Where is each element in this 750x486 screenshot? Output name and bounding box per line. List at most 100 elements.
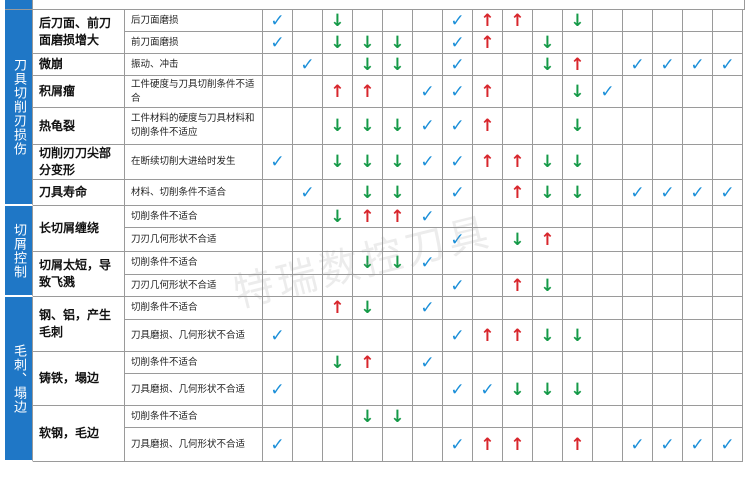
symbol-cell xyxy=(293,228,323,252)
symbol-cell xyxy=(563,228,593,252)
symbol-cell: ✓ xyxy=(683,180,713,206)
detail-cell: 工件硬度与刀具切削条件不适合 xyxy=(125,76,263,108)
symbol-cell: ↓ xyxy=(353,252,383,275)
detail-cell: 刀具磨损、几何形状不合适 xyxy=(125,374,263,406)
symbol-cell xyxy=(413,428,443,462)
symbol-cell xyxy=(593,54,623,76)
detail-cell: 刀具磨损、几何形状不合适 xyxy=(125,428,263,462)
symbol-cell: ↑ xyxy=(503,275,533,297)
symbol-cell xyxy=(263,76,293,108)
symbol-cell xyxy=(263,228,293,252)
symbol-cell xyxy=(563,32,593,54)
symbol-cell: ↓ xyxy=(323,206,353,228)
symbol-cell xyxy=(353,428,383,462)
cause-cell: 积屑瘤 xyxy=(33,76,125,108)
symbol-cell: ↑ xyxy=(473,145,503,180)
symbol-cell xyxy=(683,374,713,406)
symbol-cell: ✓ xyxy=(443,145,473,180)
symbol-cell: ✓ xyxy=(653,428,683,462)
symbol-cell xyxy=(713,374,743,406)
symbol-cell xyxy=(503,54,533,76)
symbol-cell xyxy=(713,252,743,275)
symbol-cell: ↑ xyxy=(503,10,533,32)
symbol-cell: ↑ xyxy=(323,297,353,320)
symbol-cell xyxy=(263,54,293,76)
symbol-cell xyxy=(623,352,653,374)
symbol-cell xyxy=(473,206,503,228)
symbol-cell: ↓ xyxy=(353,54,383,76)
symbol-cell xyxy=(263,180,293,206)
detail-cell: 切削条件不适合 xyxy=(125,297,263,320)
symbol-cell xyxy=(383,374,413,406)
symbol-cell: ✓ xyxy=(293,54,323,76)
symbol-cell xyxy=(623,374,653,406)
symbol-cell xyxy=(503,76,533,108)
symbol-cell xyxy=(293,406,323,428)
detail-cell: 刀具磨损、几何形状不合适 xyxy=(125,320,263,352)
symbol-cell xyxy=(623,108,653,145)
symbol-cell xyxy=(623,252,653,275)
symbol-cell xyxy=(293,145,323,180)
symbol-cell: ✓ xyxy=(263,145,293,180)
symbol-cell: ✓ xyxy=(413,108,443,145)
symbol-cell xyxy=(383,10,413,32)
symbol-cell: ↓ xyxy=(383,145,413,180)
symbol-cell: ↓ xyxy=(383,54,413,76)
symbol-cell xyxy=(623,297,653,320)
symbol-cell xyxy=(353,320,383,352)
symbol-cell xyxy=(413,320,443,352)
symbol-cell xyxy=(683,206,713,228)
symbol-cell: ↓ xyxy=(323,32,353,54)
symbol-cell xyxy=(443,406,473,428)
cause-cell: 微崩 xyxy=(33,54,125,76)
symbol-cell: ✓ xyxy=(443,32,473,54)
group-cell: 切屑控制 xyxy=(5,206,33,297)
symbol-cell: ↑ xyxy=(473,108,503,145)
symbol-cell: ✓ xyxy=(443,180,473,206)
symbol-cell xyxy=(653,406,683,428)
symbol-cell xyxy=(503,206,533,228)
symbol-cell: ↓ xyxy=(533,54,563,76)
symbol-cell xyxy=(593,275,623,297)
group-cell: 刀具切削刃损伤 xyxy=(5,10,33,206)
symbol-cell xyxy=(683,145,713,180)
symbol-cell xyxy=(293,275,323,297)
symbol-cell: ✓ xyxy=(443,428,473,462)
detail-cell: 切削条件不适合 xyxy=(125,206,263,228)
symbol-cell: ✓ xyxy=(713,54,743,76)
symbol-cell: ✓ xyxy=(623,428,653,462)
symbol-cell xyxy=(473,406,503,428)
symbol-cell xyxy=(563,297,593,320)
symbol-cell xyxy=(683,76,713,108)
symbol-cell xyxy=(413,10,443,32)
symbol-cell: ✓ xyxy=(443,108,473,145)
symbol-cell xyxy=(263,297,293,320)
symbol-cell xyxy=(683,275,713,297)
symbol-cell xyxy=(293,76,323,108)
symbol-cell: ↓ xyxy=(533,275,563,297)
symbol-cell xyxy=(623,228,653,252)
symbol-cell xyxy=(263,252,293,275)
symbol-cell: ↓ xyxy=(533,180,563,206)
symbol-cell xyxy=(353,374,383,406)
symbol-cell xyxy=(593,252,623,275)
symbol-cell xyxy=(293,428,323,462)
symbol-cell xyxy=(323,320,353,352)
symbol-cell xyxy=(293,10,323,32)
symbol-cell xyxy=(683,228,713,252)
symbol-cell xyxy=(713,32,743,54)
symbol-cell xyxy=(683,252,713,275)
symbol-cell xyxy=(593,10,623,32)
symbol-cell xyxy=(443,297,473,320)
symbol-cell xyxy=(593,206,623,228)
symbol-cell xyxy=(713,320,743,352)
symbol-cell: ↓ xyxy=(563,108,593,145)
symbol-cell xyxy=(443,352,473,374)
symbol-cell xyxy=(713,206,743,228)
symbol-cell: ↓ xyxy=(563,10,593,32)
symbol-cell: ↓ xyxy=(353,108,383,145)
symbol-cell xyxy=(623,145,653,180)
symbol-cell: ↓ xyxy=(383,32,413,54)
symbol-cell: ✓ xyxy=(263,10,293,32)
symbol-cell xyxy=(683,10,713,32)
